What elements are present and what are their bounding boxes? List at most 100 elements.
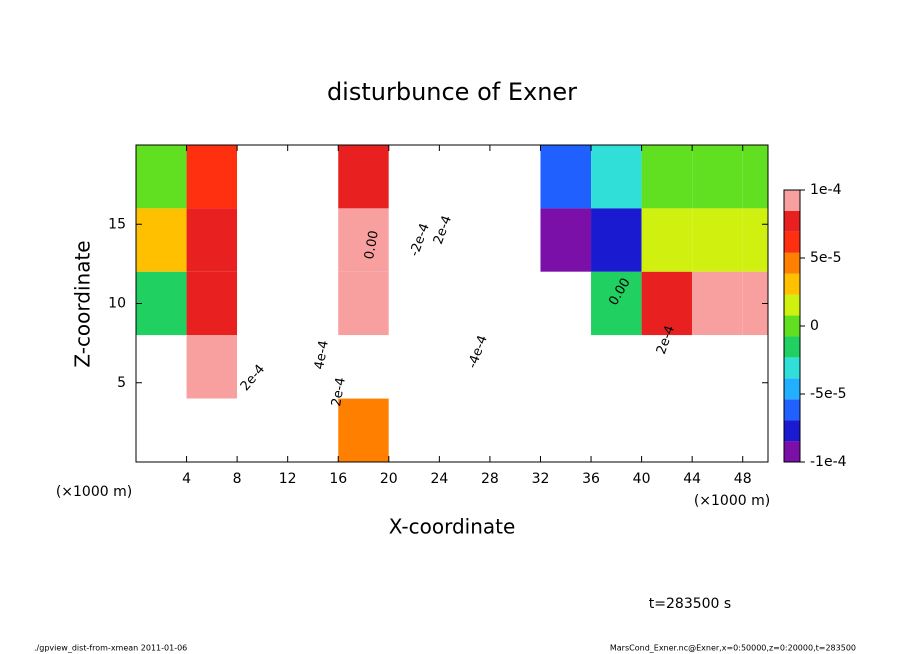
field-cell [692,208,743,272]
field-cell [237,398,288,462]
field-cell [186,398,238,462]
colorbar-swatch [784,315,800,337]
field-cell [489,145,541,209]
field-cell [136,208,187,272]
plot-area [136,145,768,462]
field-cell [742,398,768,462]
field-cell [186,208,238,272]
colorbar-swatch [784,294,800,316]
x-tick-label: 16 [329,471,347,487]
x-tick-label: 4 [182,471,191,487]
field-cell [540,145,592,209]
field-cell [136,271,187,336]
field-cell [489,335,541,399]
x-tick-label: 32 [532,471,550,487]
contour-label: 4e-4 [312,339,332,370]
field-cell [136,335,187,399]
field-cell [338,208,389,272]
field-cell [186,335,238,399]
time-label: t=283500 s [649,596,731,612]
field-cell [591,208,642,272]
x-tick-label: 48 [734,471,752,487]
x-tick-label: 36 [582,471,600,487]
field-cell [338,398,389,462]
y-axis-label: Z-coordinate [71,240,95,367]
colorbar-tick-label: 1e-4 [810,182,842,198]
field-cell [439,145,490,209]
field-cell [641,335,693,399]
field-cell [388,208,440,272]
x-tick-label: 12 [279,471,297,487]
x-tick-label: 20 [380,471,398,487]
field-cell [237,271,288,336]
chart-title: disturbunce of Exner [327,78,577,106]
field-cell [388,145,440,209]
field-cell [439,271,490,336]
colorbar-swatch [784,231,800,253]
field-cell [388,398,440,462]
field-cell [287,271,339,336]
x-tick-label: 28 [481,471,499,487]
field-cell [540,271,592,336]
colorbar-tick-label: -5e-5 [810,386,847,402]
x-axis-label: X-coordinate [389,515,516,539]
x-tick-label: 8 [233,471,242,487]
field-cell [540,208,592,272]
field-cell [692,335,743,399]
field-cell [439,398,490,462]
field-cell [338,145,389,209]
field-cell [338,335,389,399]
field-cell [287,398,339,462]
field-cell [186,271,238,336]
colorbar-swatch [784,252,800,274]
field-cell [489,208,541,272]
field-cell [591,271,642,336]
colorbar-swatch [784,336,800,358]
field-cell [540,398,592,462]
colorbar-swatch [784,190,800,211]
field-cell [439,208,490,272]
field-cell [692,271,743,336]
field-cell [186,145,238,209]
field-cell [742,335,768,399]
colorbar-tick-label: 0 [810,318,819,334]
field-cell [287,145,339,209]
field-cell [692,145,743,209]
field-cell [591,335,642,399]
colorbar-tick-label: -1e-4 [810,454,847,470]
field-cell [489,271,541,336]
y-tick-label: 15 [108,216,126,232]
field-cell [237,335,288,399]
field-cell [237,208,288,272]
colorbar-swatch [784,210,800,232]
field-cell [287,208,339,272]
colorbar-swatch [784,399,800,421]
colorbar-swatch [784,357,800,379]
colorbar-swatch [784,378,800,400]
field-cell [692,398,743,462]
colorbar-swatch [784,420,800,442]
footer-right: MarsCond_Exner.nc@Exner,x=0:50000,z=0:20… [610,644,856,653]
field-cell [641,208,693,272]
x-tick-label: 24 [430,471,448,487]
field-cell [742,145,768,209]
field-cell [540,335,592,399]
y-tick-label: 5 [117,375,126,391]
field-cell [641,398,693,462]
field-cell [237,145,288,209]
field-cell [641,271,693,336]
field-cell [641,145,693,209]
colorbar-swatch [784,273,800,295]
x-unit-right: (×1000 m) [694,493,770,509]
field-cell [388,335,440,399]
x-tick-label: 40 [633,471,651,487]
colorbar-swatch [784,441,800,462]
field-cell [136,145,187,209]
field-cell [136,398,187,462]
contour-label: 0.00 [362,229,382,260]
field-cell [489,398,541,462]
y-tick-label: 10 [108,296,126,312]
field-cell [591,398,642,462]
field-cell [388,271,440,336]
